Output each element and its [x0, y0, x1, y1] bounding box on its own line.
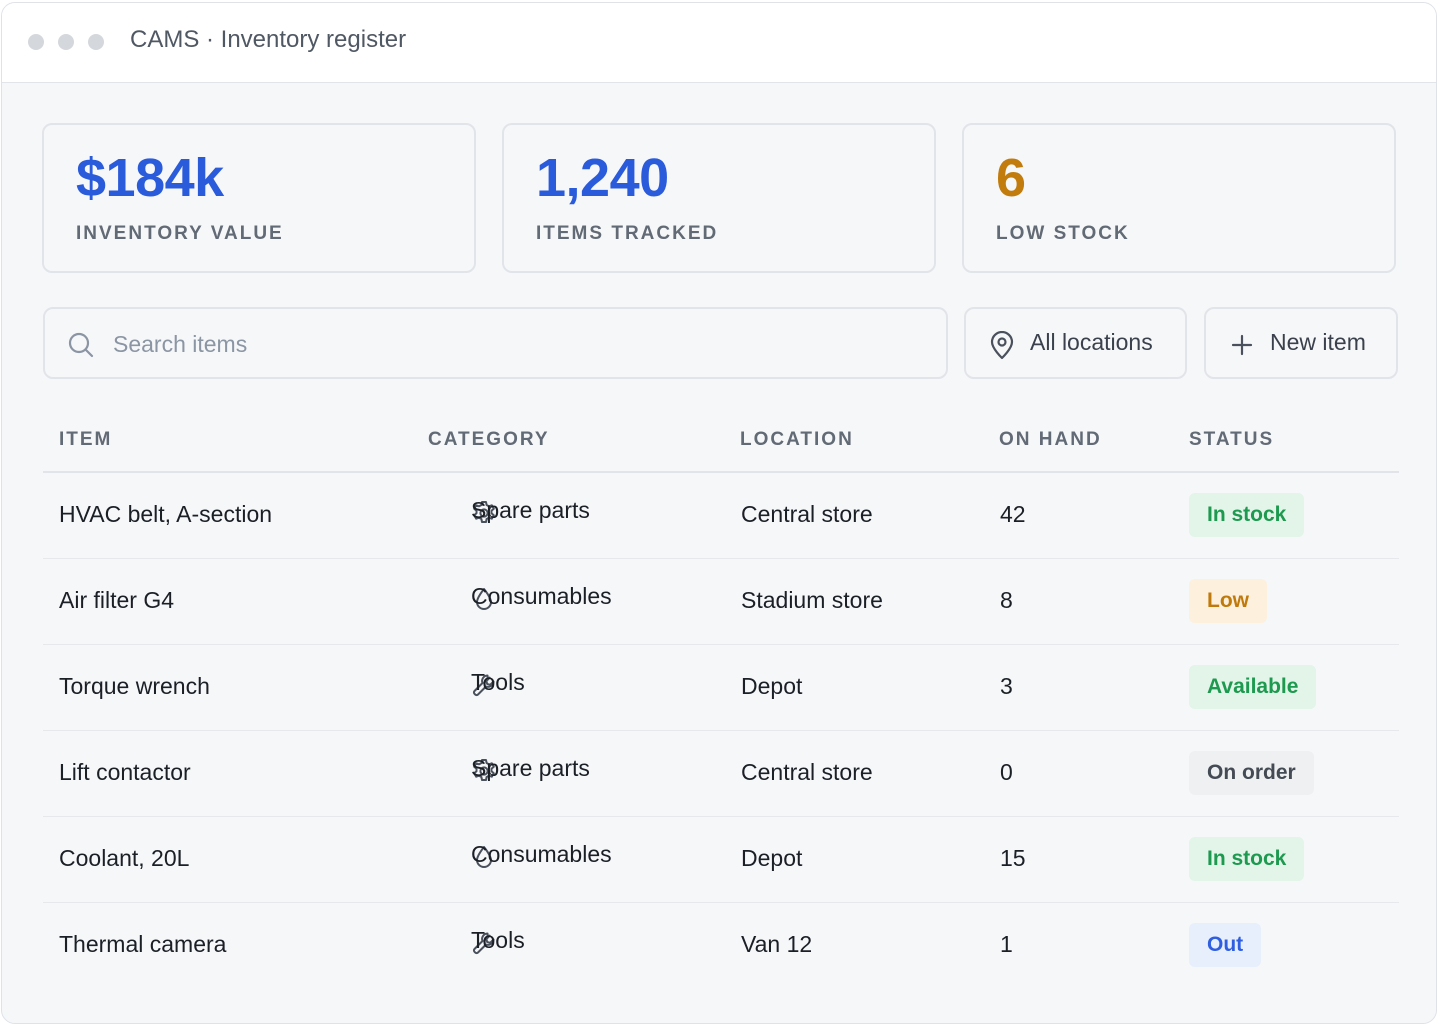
row-divider	[43, 558, 1399, 559]
column-header-status[interactable]: STATUS	[1189, 429, 1275, 450]
search-box[interactable]	[43, 307, 948, 379]
row-divider	[43, 644, 1399, 645]
item-name: HVAC belt, A-section	[59, 501, 273, 527]
location-cell: Stadium store	[741, 587, 883, 613]
status-badge: Low	[1189, 579, 1267, 623]
item-name: Coolant, 20L	[59, 845, 190, 871]
location-cell: Central store	[741, 759, 873, 785]
table-row[interactable]: Lift contactor Spare parts Central store 0 O…	[43, 731, 1399, 817]
new-item-label: New item	[1270, 329, 1366, 355]
stat-label: INVENTORY VALUE	[76, 223, 284, 244]
stat-label: LOW STOCK	[996, 223, 1130, 244]
item-name: Lift contactor	[59, 759, 191, 785]
location-cell: Van 12	[741, 931, 813, 957]
column-header-item[interactable]: ITEM	[59, 429, 113, 450]
map-pin-icon	[990, 331, 1014, 360]
stat-label: ITEMS TRACKED	[536, 223, 719, 244]
row-divider	[43, 816, 1399, 817]
item-name: Air filter G4	[59, 587, 175, 613]
title-bar: CAMS · Inventory register	[2, 3, 1436, 83]
column-header-location[interactable]: LOCATION	[740, 429, 854, 450]
status-badge: In stock	[1189, 493, 1305, 537]
category-label: Tools	[471, 927, 525, 953]
table-row[interactable]: HVAC belt, A-section Spare parts Central s…	[43, 473, 1399, 559]
row-divider	[43, 730, 1399, 731]
stat-card-low-stock: 6 LOW STOCK	[962, 123, 1396, 273]
item-name: Torque wrench	[59, 673, 210, 699]
table-row[interactable]: Torque wrench Tools Depot 3 Available	[43, 645, 1399, 731]
plus-icon	[1231, 334, 1253, 356]
search-icon	[68, 332, 94, 358]
new-item-button[interactable]: New item	[1204, 307, 1398, 379]
table-row[interactable]: Air filter G4 Consumables Stadium store 8 Lo…	[43, 559, 1399, 645]
column-header-on-hand[interactable]: ON HAND	[999, 429, 1102, 450]
stat-value: $184k	[76, 148, 224, 208]
stat-value: 1,240	[536, 148, 669, 208]
category-label: Tools	[471, 669, 525, 695]
column-header-category[interactable]: CATEGORY	[428, 429, 550, 450]
location-filter-button[interactable]: All locations	[964, 307, 1187, 379]
window-minimize-dot[interactable]	[58, 34, 74, 50]
location-cell: Depot	[741, 673, 803, 699]
table-row[interactable]: Thermal camera Tools Van 12 1 Out	[43, 903, 1399, 989]
table-header: ITEM CATEGORY LOCATION ON HAND STATUS	[2, 429, 1436, 453]
on-hand-cell: 8	[1000, 587, 1013, 613]
category-label: Spare parts	[471, 497, 590, 523]
on-hand-cell: 0	[1000, 759, 1013, 785]
window-close-dot[interactable]	[28, 34, 44, 50]
search-input[interactable]	[111, 323, 915, 365]
status-badge: On order	[1189, 751, 1314, 795]
on-hand-cell: 42	[1000, 501, 1026, 527]
stat-card-inventory-value: $184k INVENTORY VALUE	[42, 123, 476, 273]
category-label: Consumables	[471, 583, 612, 609]
stat-card-items-tracked: 1,240 ITEMS TRACKED	[502, 123, 936, 273]
header-divider	[43, 471, 1399, 473]
stat-value: 6	[996, 148, 1026, 208]
row-divider	[43, 902, 1399, 903]
window-maximize-dot[interactable]	[88, 34, 104, 50]
on-hand-cell: 3	[1000, 673, 1013, 699]
status-badge: In stock	[1189, 837, 1305, 881]
status-badge: Out	[1189, 923, 1262, 967]
on-hand-cell: 1	[1000, 931, 1013, 957]
window-title: CAMS · Inventory register	[130, 26, 407, 53]
category-label: Consumables	[471, 841, 612, 867]
table-row[interactable]: Coolant, 20L Consumables Depot 15 In stock	[43, 817, 1399, 903]
location-filter-label: All locations	[1030, 329, 1153, 355]
location-cell: Depot	[741, 845, 803, 871]
category-label: Spare parts	[471, 755, 590, 781]
status-badge: Available	[1189, 665, 1317, 709]
on-hand-cell: 15	[1000, 845, 1026, 871]
location-cell: Central store	[741, 501, 873, 527]
item-name: Thermal camera	[59, 931, 227, 957]
